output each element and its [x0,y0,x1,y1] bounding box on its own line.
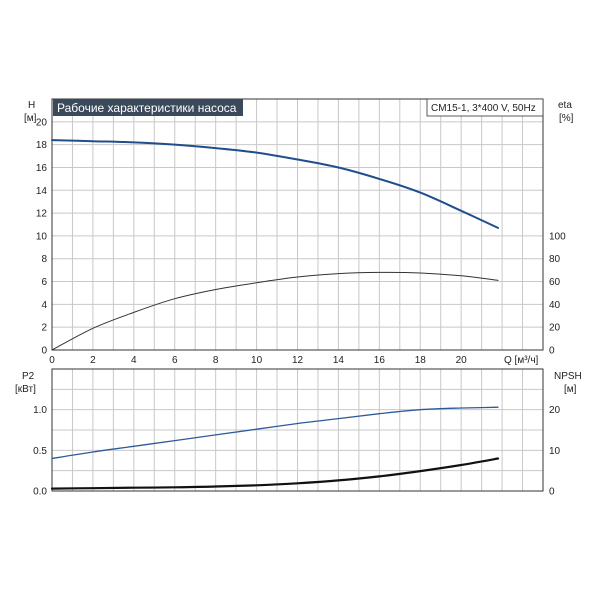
bottom-right-axis-label-name: NPSH [554,371,582,382]
top-right-axis-label-unit: [%] [559,113,574,124]
y-right-tick-label: 0 [549,487,555,498]
y-right-tick-label: 100 [549,231,566,242]
npsh-curve [50,457,500,490]
y-left-tick-label: 16 [36,163,48,174]
model-label-box [426,98,544,117]
x-tick-label: 12 [292,355,304,366]
y-left-tick-label: 0.0 [33,487,47,498]
y-left-tick-label: 14 [36,186,48,197]
y-left-tick-label: 18 [36,140,48,151]
top-panel-grid [52,99,543,350]
x-tick-label: 6 [172,355,178,366]
y-right-tick-label: 60 [549,277,561,288]
top-left-axis-label-unit: [м] [24,113,37,124]
y-left-tick-label: 20 [36,117,48,128]
x-tick-label: 16 [374,355,386,366]
head-curve [51,139,499,229]
y-left-tick-label: 0 [41,346,47,357]
y-left-tick-label: 0.5 [33,446,47,457]
y-left-tick-label: 1.0 [33,405,47,416]
bottom-left-axis-label-unit: [кВт] [15,384,36,395]
y-right-tick-label: 40 [549,300,561,311]
x-tick-label: 4 [131,355,137,366]
top-panel-frame [51,98,544,351]
y-right-tick-label: 0 [549,346,555,357]
tick-labels: 0 2 4 6 8 10 12 14 16 18 20 0 2 4 6 8 10 12 14 16 18 20 0 20 40 6… [33,117,566,497]
y-right-tick-label: 20 [549,405,561,416]
x-tick-label: 8 [213,355,219,366]
chart-title: Рабочие характеристики насоса [57,101,237,115]
y-left-tick-label: 8 [41,254,47,265]
top-left-axis-label-name: H [28,100,35,111]
x-tick-label: 2 [90,355,96,366]
model-label: CM15-1, 3*400 V, 50Hz [431,103,536,114]
x-tick-label: 0 [49,355,55,366]
y-left-tick-label: 10 [36,231,48,242]
y-left-tick-label: 2 [41,323,47,334]
top-right-axis-label-name: eta [558,100,572,111]
chart-title-background [53,99,243,116]
y-left-tick-label: 6 [41,277,47,288]
y-left-tick-label: 12 [36,209,48,220]
bottom-panel-frame [51,368,544,492]
eta-curve [51,271,499,351]
x-tick-label: 18 [415,355,427,366]
y-right-tick-label: 80 [549,254,561,265]
bottom-left-axis-label-name: P2 [22,371,35,382]
y-left-tick-label: 4 [41,300,47,311]
y-right-tick-label: 10 [549,446,561,457]
y-right-tick-label: 20 [549,323,561,334]
x-axis-label: Q [м³/ч] [504,355,539,366]
bottom-panel-grid [52,369,543,491]
bottom-right-axis-label-unit: [м] [564,384,577,395]
x-tick-label: 10 [251,355,263,366]
p2-curve [51,406,499,460]
x-tick-label: 20 [456,355,468,366]
x-tick-label: 14 [333,355,345,366]
curves [50,139,500,490]
